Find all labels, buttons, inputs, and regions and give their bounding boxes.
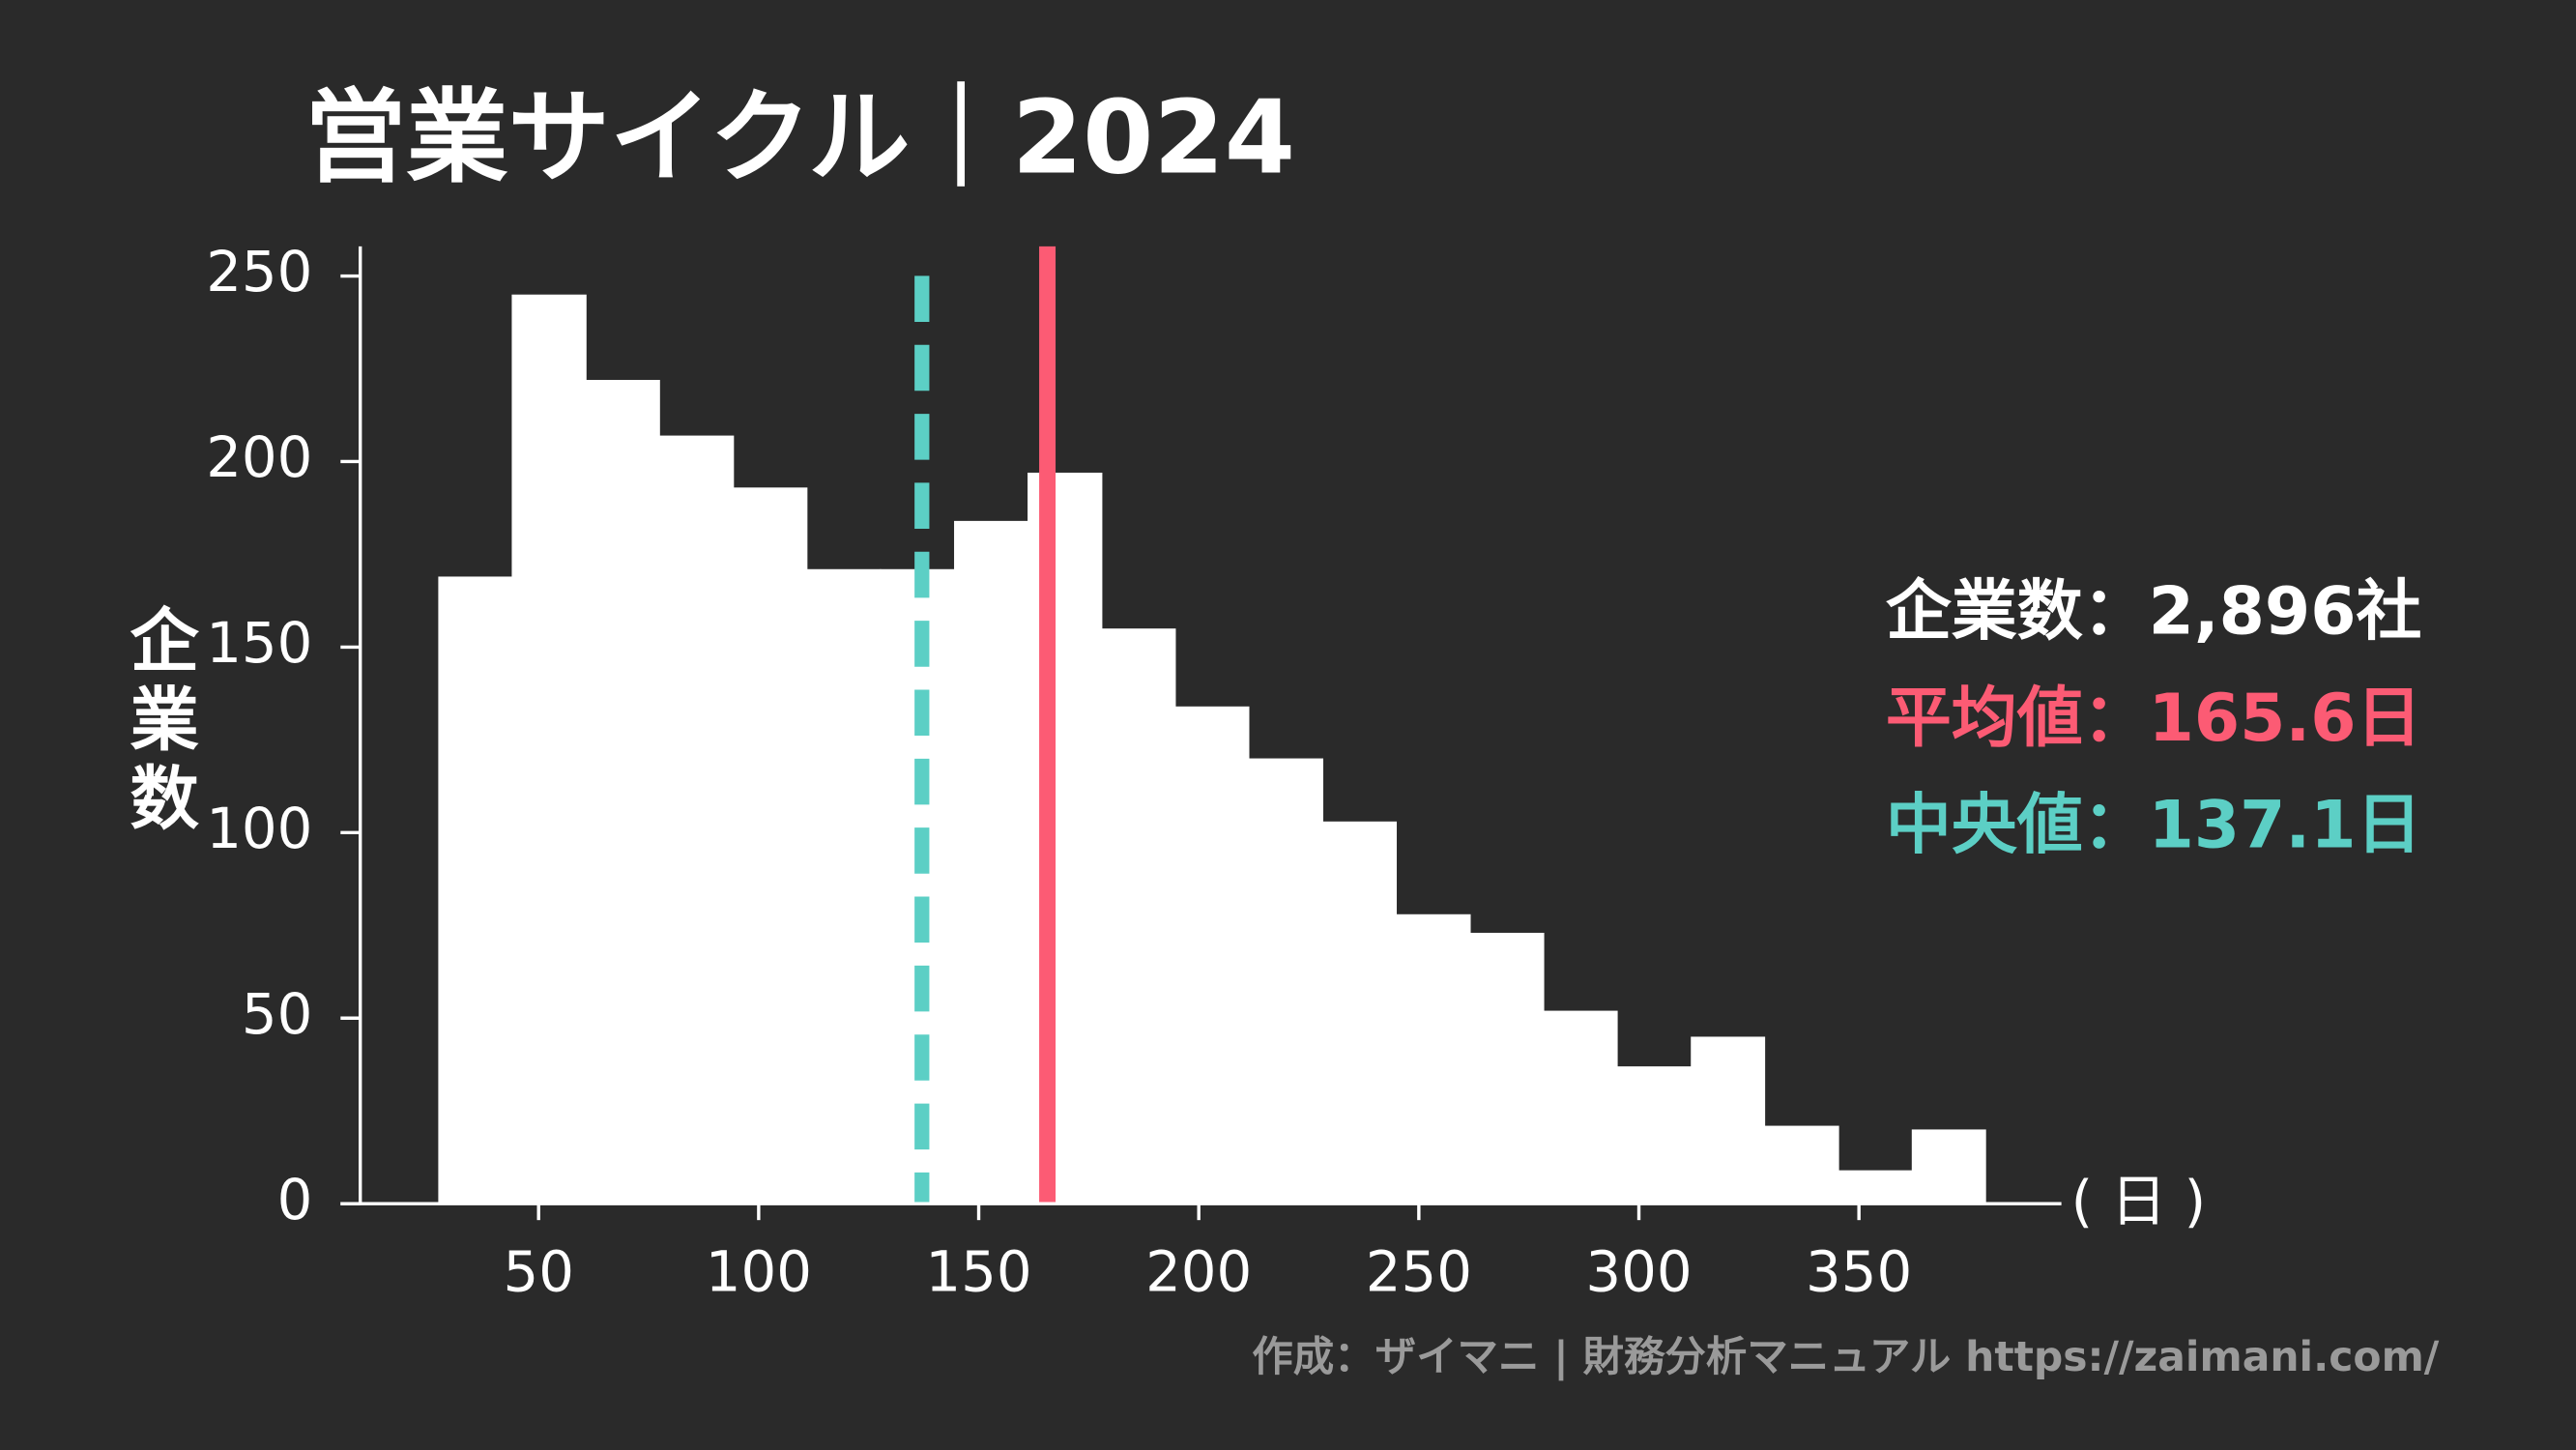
x-axis-label: ( 日 ) [2071,1169,2207,1234]
x-tick-label: 50 [503,1239,574,1305]
histogram-bar [1838,1170,1913,1204]
y-tick-label: 200 [206,424,312,490]
histogram-bar [1911,1129,1986,1204]
histogram-bar [806,568,882,1204]
x-tick-label: 350 [1806,1239,1912,1305]
histogram-bar [1101,628,1176,1204]
annotation: 企業数：2,896社 [1886,574,2422,651]
histogram-bar [1469,932,1545,1204]
x-tick-label: 100 [706,1239,812,1305]
y-axis-label: 企業数 [118,604,199,841]
y-tick-label: 100 [206,796,312,861]
histogram-bar [1691,1036,1766,1204]
y-tick-label: 250 [206,239,312,304]
histogram-bar [1322,821,1398,1204]
histogram-bar [1616,1066,1693,1204]
annotation: 平均値：165.6日 [1886,681,2422,757]
x-tick-label: 150 [925,1239,1031,1305]
histogram-bar [733,487,808,1204]
y-tick-label: 0 [277,1167,313,1232]
histogram-bar [954,520,1028,1204]
histogram-bar [438,576,513,1204]
credit: 作成：ザイマニ | 財務分析マニュアル https://zaimani.com/ [1252,1334,2440,1381]
histogram-bar [880,568,955,1204]
x-tick-label: 250 [1366,1239,1472,1305]
histogram-bar [585,380,660,1204]
histogram-bar [1248,758,1323,1204]
chart-title: 営業サイクル｜2024 [304,77,1295,196]
y-tick-label: 150 [206,610,312,676]
histogram-bar [1543,1010,1618,1204]
x-tick-label: 300 [1585,1239,1692,1305]
histogram-bar [658,435,735,1204]
annotation: 中央値：137.1日 [1886,787,2422,863]
histogram-bar [1028,472,1103,1204]
histogram-bar [511,294,587,1204]
histogram-bar [1764,1125,1839,1204]
y-tick-label: 50 [242,981,312,1047]
histogram-bar [1396,914,1471,1204]
histogram-bar [1174,706,1250,1204]
x-tick-label: 200 [1145,1239,1252,1305]
